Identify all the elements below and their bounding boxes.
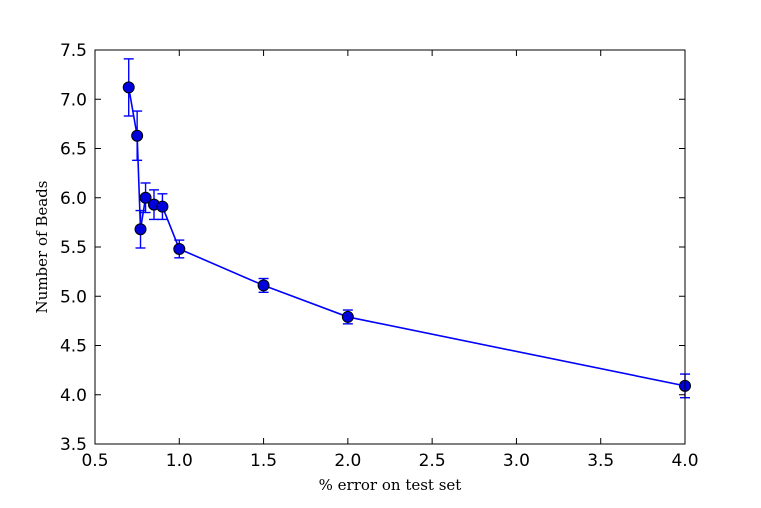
y-tick-label: 3.5 [60, 435, 87, 455]
axis-ticks: 0.5 1.0 1.5 2.0 2.5 3.0 3.5 4.0 3.5 4.0 4.5 5.0 5.5 6… [60, 41, 699, 471]
x-tick-label: 1.0 [166, 451, 193, 471]
data-point [156, 200, 169, 213]
data-point [341, 310, 354, 323]
plot-marks [122, 58, 691, 399]
y-tick-label: 7.0 [60, 90, 87, 110]
x-tick-label: 4.0 [671, 451, 698, 471]
x-tick-label: 3.5 [587, 451, 614, 471]
x-tick-label: 2.5 [419, 451, 446, 471]
y-tick-label: 6.5 [60, 140, 87, 160]
y-tick-label: 7.5 [60, 41, 87, 61]
y-tick-label: 5.5 [60, 238, 87, 258]
data-point [122, 81, 135, 94]
data-point [257, 279, 270, 292]
y-axis-label: Number of Beads [33, 181, 51, 314]
x-axis-label: % error on test set [319, 476, 462, 494]
data-point [173, 242, 186, 255]
x-tick-label: 0.5 [81, 451, 108, 471]
series-line [127, 87, 686, 387]
y-tick-label: 6.0 [60, 189, 87, 209]
x-tick-label: 2.0 [334, 451, 361, 471]
y-tick-label: 5.0 [60, 287, 87, 307]
data-point [131, 129, 144, 142]
y-tick-label: 4.0 [60, 386, 87, 406]
data-point [139, 191, 152, 204]
y-tick-label: 4.5 [60, 337, 87, 357]
x-tick-label: 3.0 [503, 451, 530, 471]
x-tick-label: 1.5 [250, 451, 277, 471]
data-point [134, 223, 147, 236]
